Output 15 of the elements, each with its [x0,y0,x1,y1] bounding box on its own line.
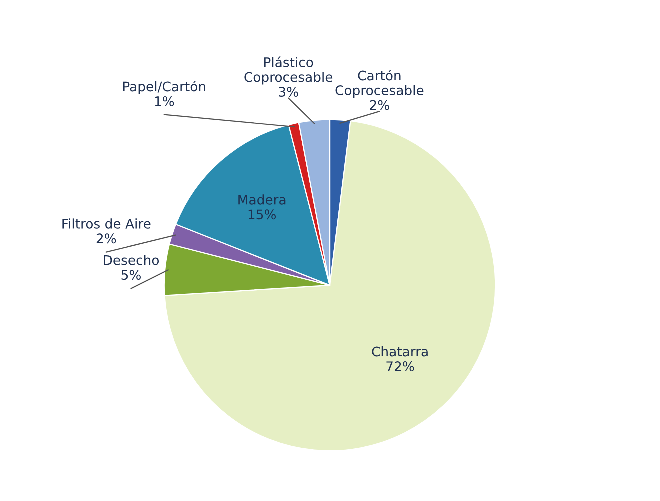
data-label: 5% [122,270,141,280]
data-label: 3% [279,87,298,98]
pie-slice [164,120,496,452]
data-label: 72% [386,362,414,372]
slice-label: Filtros de Aire [62,218,151,229]
slice-label: Cartón Coprocesable [336,70,424,98]
data-label: 15% [248,210,276,220]
slice-label: Desecho [104,255,160,266]
slice-label: Chatarra [372,346,428,357]
data-label: 2% [370,100,390,110]
slice-label: Papel/Cartón [123,80,206,94]
data-label: 2% [96,234,116,244]
slice-label: Madera [238,194,286,205]
slice-label: Plástico Coprocesable [244,56,333,85]
data-label: 1% [155,96,174,106]
